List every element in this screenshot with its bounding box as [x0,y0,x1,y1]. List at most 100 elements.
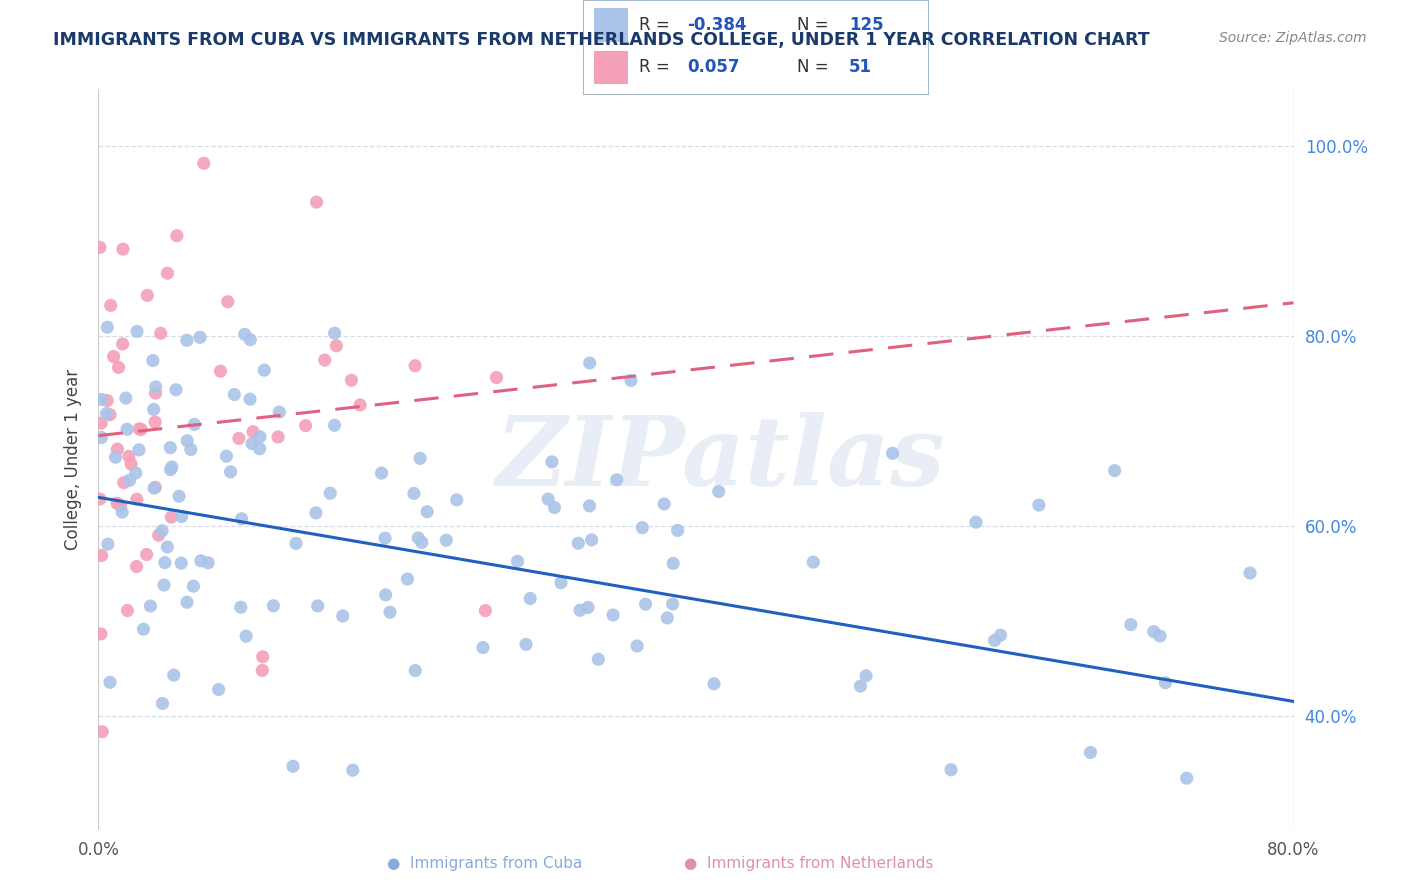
Point [159,463,181,477]
Point [208,682,231,697]
Point [105,496,128,510]
Point [233,327,256,342]
Point [183,417,205,432]
Point [160,460,183,475]
Point [89,240,111,254]
Point [153,556,176,570]
Point [269,405,291,419]
Point [657,611,679,625]
Point [100,298,122,312]
Point [156,266,179,280]
Point [98,675,121,690]
Point [90,430,112,444]
Point [349,398,371,412]
Point [224,387,246,401]
Point [267,430,290,444]
Point [125,492,148,507]
Point [581,533,603,547]
Point [90,416,112,430]
Y-axis label: College, Under 1 year: College, Under 1 year [63,368,82,550]
Point [1080,746,1102,760]
Point [1143,624,1166,639]
Point [1175,771,1198,785]
Point [176,434,198,448]
Point [90,392,112,407]
Point [340,373,363,387]
Point [159,441,181,455]
Point [404,664,426,678]
Point [446,492,468,507]
Point [1149,629,1171,643]
Point [416,505,439,519]
Text: 0.057: 0.057 [688,58,740,76]
Text: 51: 51 [849,58,872,76]
Point [117,603,139,617]
Point [370,466,392,480]
Point [107,360,129,375]
Text: IMMIGRANTS FROM CUBA VS IMMIGRANTS FROM NETHERLANDS COLLEGE, UNDER 1 YEAR CORREL: IMMIGRANTS FROM CUBA VS IMMIGRANTS FROM … [53,31,1150,49]
Point [143,481,166,495]
Point [707,484,730,499]
Point [314,353,336,368]
Text: N =: N = [797,16,834,34]
Point [849,679,872,693]
Point [882,446,904,460]
Point [111,242,134,256]
Point [91,724,114,739]
Point [167,489,190,503]
Point [215,449,238,463]
Point [652,497,675,511]
Point [142,402,165,417]
Point [662,557,685,571]
Point [103,350,125,364]
Text: N =: N = [797,58,834,76]
Point [166,228,188,243]
Point [197,556,219,570]
Point [411,535,433,549]
Point [543,500,565,515]
Point [281,759,304,773]
Point [620,374,643,388]
Point [1239,566,1261,580]
Point [550,575,572,590]
Point [305,195,328,210]
Point [374,588,396,602]
Point [217,294,239,309]
Point [170,556,193,570]
Point [434,533,457,548]
Point [402,486,425,500]
Point [939,763,962,777]
Point [990,628,1012,642]
Point [96,320,118,334]
Point [485,370,508,384]
Point [855,669,877,683]
Point [89,491,111,506]
Point [249,442,271,456]
Point [231,512,253,526]
Point [285,536,308,550]
Point [135,548,157,562]
Point [143,415,166,429]
Point [104,450,127,465]
Point [149,326,172,341]
Point [319,486,342,500]
Point [332,609,354,624]
Point [129,422,152,436]
Point [378,605,401,619]
Point [294,418,316,433]
Point [153,578,176,592]
Point [143,480,166,494]
Point [1104,464,1126,478]
Text: ZIPatlas: ZIPatlas [495,412,945,507]
Point [342,763,364,777]
Point [323,326,346,341]
Text: R =: R = [638,58,675,76]
Point [209,364,232,378]
Point [253,363,276,377]
Text: 125: 125 [849,16,883,34]
Point [239,333,262,347]
Point [105,442,128,456]
Point [150,524,173,538]
Point [136,288,159,302]
Point [404,359,426,373]
